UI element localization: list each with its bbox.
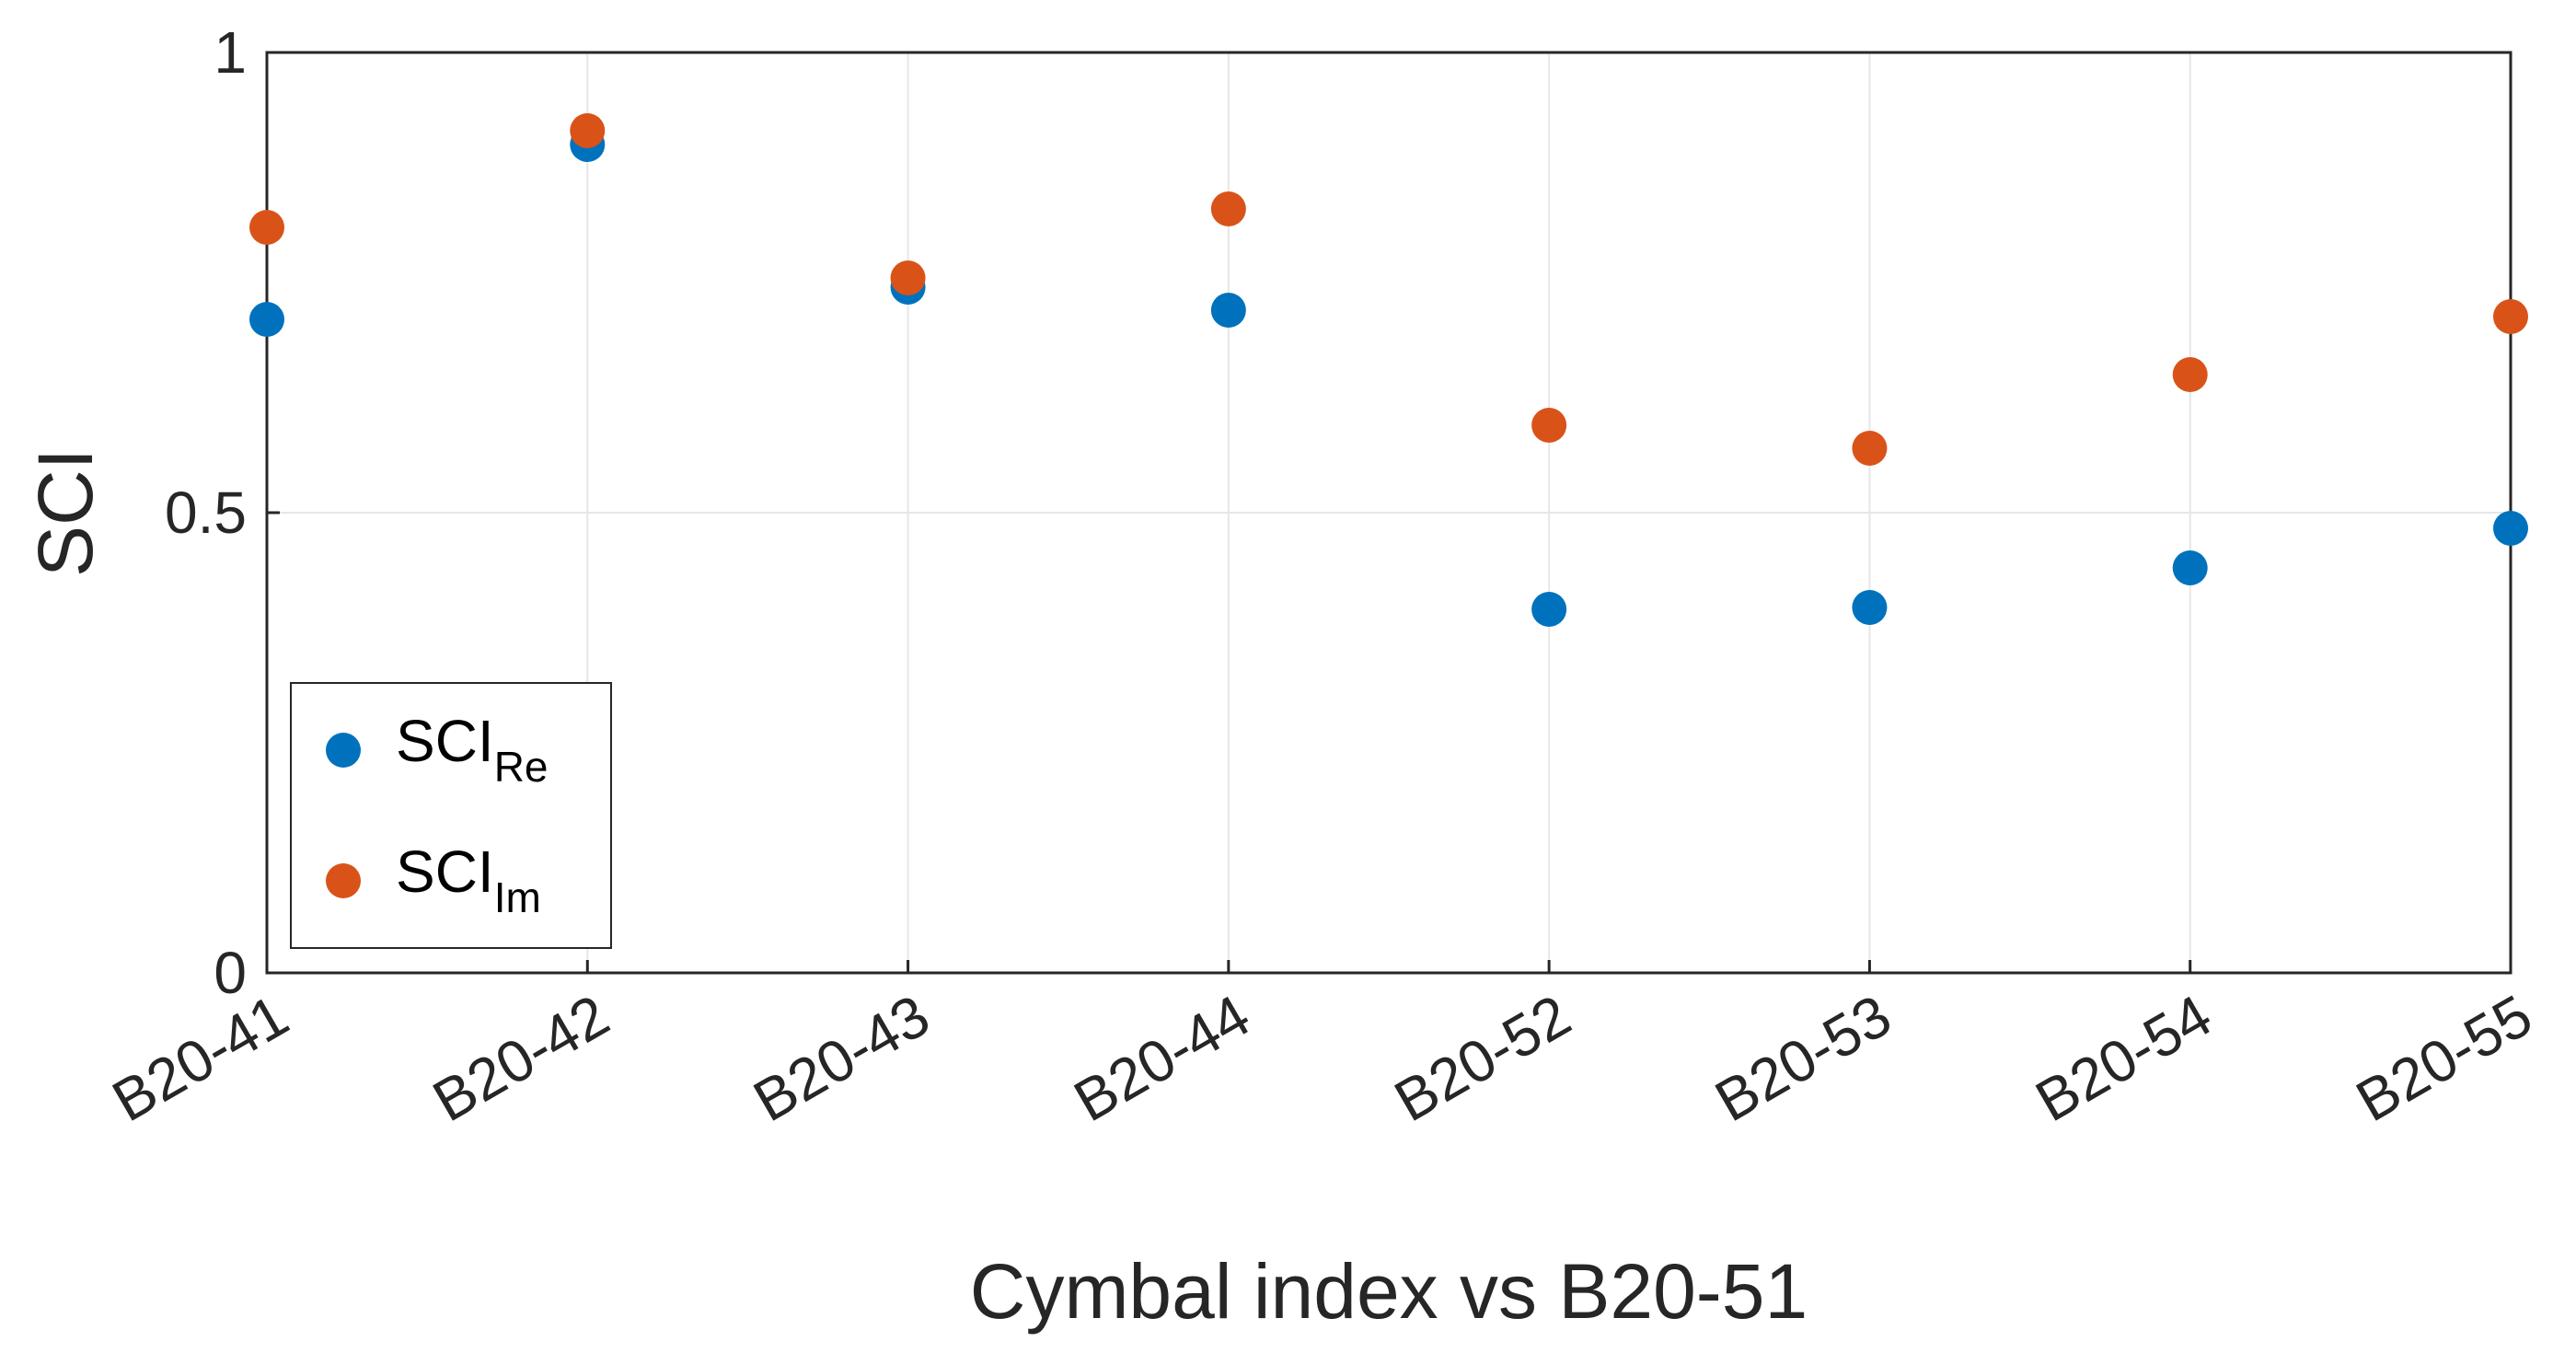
data-point-re: [1210, 293, 1246, 328]
data-point-im: [1852, 431, 1888, 466]
legend-label-re-main: SCI: [396, 708, 494, 774]
data-point-im: [2172, 357, 2208, 392]
y-axis: 00.51: [165, 19, 280, 1006]
legend-label-im: SCIIm: [396, 838, 541, 921]
data-point-im: [890, 260, 926, 295]
legend-marker-re: [326, 733, 361, 768]
data-point-re: [1531, 592, 1567, 627]
x-tick-label: B20-41: [101, 982, 299, 1135]
data-point-re: [1852, 590, 1888, 625]
x-tick-label: B20-42: [422, 982, 620, 1135]
data-point-im: [249, 210, 284, 245]
legend-marker-im: [326, 863, 361, 898]
y-tick-label: 0: [214, 940, 247, 1006]
legend-label-re-subscript: Re: [494, 743, 549, 791]
legend-label-im-main: SCI: [396, 838, 494, 905]
x-axis-label: Cymbal index vs B20-51: [970, 1248, 1808, 1335]
x-tick-label: B20-52: [1383, 982, 1581, 1135]
legend: SCIRe SCIIm: [290, 682, 612, 949]
x-tick-label: B20-43: [743, 982, 941, 1135]
x-tick-label: B20-54: [2025, 982, 2223, 1135]
x-tick-label: B20-44: [1063, 982, 1261, 1135]
data-point-re: [2172, 550, 2208, 585]
data-point-re: [249, 302, 284, 337]
y-tick-label: 0.5: [165, 480, 247, 546]
y-axis-label: SCI: [22, 448, 109, 577]
data-point-im: [1531, 408, 1567, 443]
legend-label-im-subscript: Im: [494, 873, 541, 921]
y-tick-label: 1: [214, 19, 247, 86]
data-point-im: [2493, 299, 2528, 334]
legend-label-re: SCIRe: [396, 708, 549, 791]
data-point-im: [1210, 191, 1246, 226]
x-axis: B20-41 B20-42 B20-43 B20-44 B20-52 B20-53 B20-…: [101, 960, 2543, 1134]
data-point-re: [2493, 511, 2528, 546]
x-tick-label: B20-53: [1704, 982, 1902, 1135]
legend-box: [290, 682, 612, 949]
data-point-im: [570, 113, 606, 148]
data-points: [249, 113, 2528, 627]
x-tick-label: B20-55: [2345, 982, 2543, 1135]
